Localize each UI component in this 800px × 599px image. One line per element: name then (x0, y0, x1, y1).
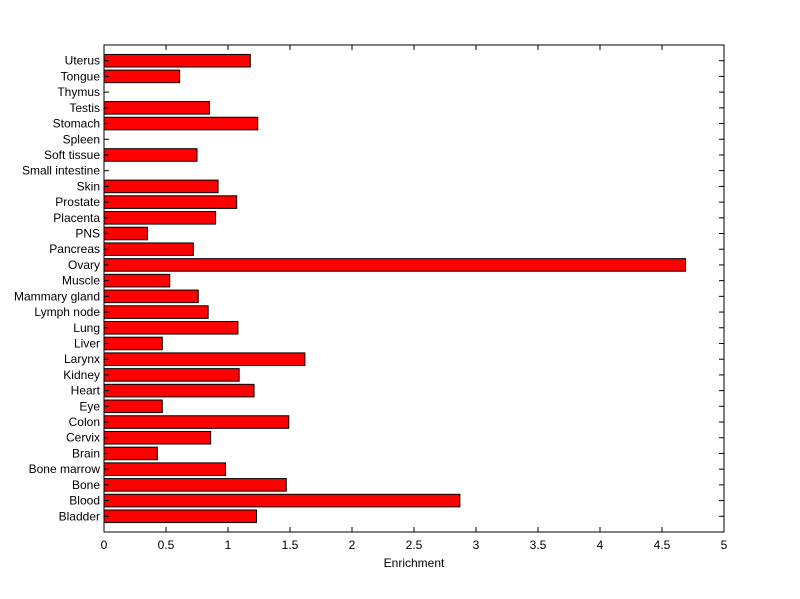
y-tick-label: Bone marrow (29, 462, 101, 476)
x-tick-label: 0.5 (158, 538, 175, 552)
y-tick-label: Skin (77, 179, 100, 193)
y-tick-label: Cervix (66, 431, 100, 445)
bar-pancreas (103, 242, 194, 257)
y-tick-label: Prostate (55, 195, 100, 209)
y-tick-label: Soft tissue (44, 148, 100, 162)
bar-eye (103, 399, 163, 414)
y-tick-label: Lung (73, 321, 100, 335)
bar-uterus (103, 53, 251, 68)
bar-bone (103, 478, 287, 492)
bar-soft-tissue (103, 148, 198, 162)
bar-bladder (103, 509, 258, 524)
y-tick-label: Larynx (64, 352, 100, 366)
x-axis-title: Enrichment (384, 556, 445, 570)
y-tick-label: Placenta (53, 211, 100, 225)
y-tick-label: Eye (79, 399, 100, 413)
y-tick-label: Brain (72, 446, 100, 460)
x-tick-label: 3.5 (530, 538, 547, 552)
y-tick-label: Blood (69, 494, 100, 508)
bar-lymph-node (103, 305, 209, 319)
y-tick-label: Mammary gland (14, 289, 100, 303)
y-tick-label: Liver (74, 336, 100, 350)
bar-cervix (103, 430, 212, 445)
bar-ovary (103, 258, 687, 272)
bar-heart (103, 383, 255, 398)
x-tick-label: 0 (101, 538, 108, 552)
bar-mammary-gland (103, 289, 199, 304)
x-tick-label: 4 (597, 538, 604, 552)
x-tick-label: 2 (349, 538, 356, 552)
y-tick-label: Lymph node (34, 305, 100, 319)
bar-brain (103, 446, 158, 461)
bar-muscle (103, 273, 171, 288)
bar-bone-marrow (103, 462, 227, 476)
bar-prostate (103, 195, 238, 209)
x-tick-label: 1 (225, 538, 232, 552)
bar-colon (103, 415, 290, 429)
x-tick-label: 5 (721, 538, 728, 552)
bar-kidney (103, 368, 240, 382)
bar-placenta (103, 211, 217, 225)
bar-testis (103, 101, 210, 115)
y-tick-label: Thymus (57, 85, 100, 99)
bar-larynx (103, 352, 306, 366)
bar-stomach (103, 116, 259, 131)
x-axis: 0 0.5 1 1.5 2 2.5 3 3.5 4 4.5 5 (101, 45, 728, 552)
y-tick-label: Testis (69, 101, 100, 115)
bar-skin (103, 179, 219, 194)
bar-liver (103, 336, 163, 351)
y-tick-label: Bladder (59, 509, 100, 523)
y-tick-label: Muscle (62, 274, 100, 288)
bar-tongue (103, 69, 181, 84)
x-tick-label: 1.5 (282, 538, 299, 552)
y-tick-label: Heart (71, 384, 101, 398)
x-tick-label: 2.5 (406, 538, 423, 552)
y-tick-label: Bone (72, 478, 100, 492)
bar-blood (103, 493, 461, 508)
y-tick-label: Tongue (61, 69, 101, 83)
y-tick-label: Stomach (53, 117, 100, 131)
x-tick-label: 3 (473, 538, 480, 552)
bar-lung (103, 320, 239, 335)
y-tick-label: Small intestine (22, 164, 100, 178)
y-tick-label: Colon (69, 415, 100, 429)
y-tick-label: Ovary (68, 258, 100, 272)
y-tick-label: Kidney (63, 368, 100, 382)
x-tick-label: 4.5 (654, 538, 671, 552)
y-tick-label: PNS (75, 227, 100, 241)
y-tick-label: Uterus (65, 54, 100, 68)
bar-pns (103, 226, 148, 241)
y-tick-label: Spleen (63, 132, 100, 146)
y-tick-label: Pancreas (49, 242, 100, 256)
